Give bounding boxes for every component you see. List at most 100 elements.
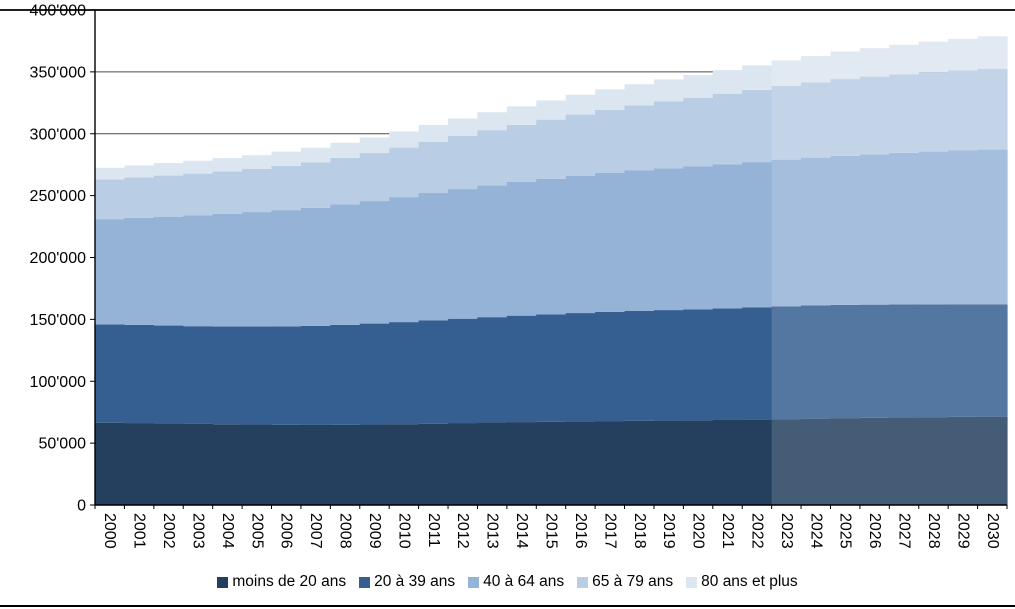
area-segment-moins-de-20-ans: [359, 424, 390, 505]
area-segment-20-a-39-ans: [477, 317, 508, 423]
x-tick-label: 2003: [189, 513, 206, 549]
area-segment-65-a-79-ans: [300, 162, 331, 208]
area-segment-moins-de-20-ans: [95, 422, 126, 505]
x-tick-label: 2007: [307, 513, 324, 549]
area-segment-40-a-64-ans: [830, 155, 861, 305]
area-segment-65-a-79-ans: [477, 130, 508, 186]
y-tick-label: 300'000: [30, 126, 87, 143]
x-tick-label: 2016: [572, 513, 589, 549]
area-segment-80-ans-et-plus: [448, 118, 479, 136]
x-tick-label: 2020: [690, 513, 707, 549]
area-segment-20-a-39-ans: [889, 304, 920, 418]
area-segment-65-a-79-ans: [742, 89, 773, 163]
x-tick-label: 2025: [837, 513, 854, 549]
area-segment-40-a-64-ans: [948, 150, 979, 305]
y-tick-label: 0: [77, 498, 86, 515]
x-tick-label: 2019: [660, 513, 677, 549]
area-segment-40-a-64-ans: [653, 168, 684, 311]
legend-item-moins-de-20-ans: moins de 20 ans: [217, 573, 346, 591]
area-segment-moins-de-20-ans: [242, 424, 273, 505]
area-segment-40-a-64-ans: [330, 204, 361, 325]
area-segment-40-a-64-ans: [242, 212, 273, 327]
area-segment-20-a-39-ans: [948, 304, 979, 417]
area-segment-80-ans-et-plus: [300, 147, 331, 163]
area-segment-80-ans-et-plus: [830, 51, 861, 80]
x-tick-label: 2009: [366, 513, 383, 549]
x-tick-label: 2021: [719, 513, 736, 549]
area-segment-moins-de-20-ans: [918, 417, 949, 505]
area-segment-65-a-79-ans: [712, 93, 743, 165]
area-segment-20-a-39-ans: [683, 309, 714, 421]
area-segment-40-a-64-ans: [712, 164, 743, 309]
area-segment-65-a-79-ans: [830, 79, 861, 156]
area-segment-20-a-39-ans: [95, 324, 126, 423]
y-tick-label: 350'000: [30, 64, 87, 81]
area-segment-65-a-79-ans: [359, 153, 390, 202]
area-segment-moins-de-20-ans: [124, 423, 155, 505]
area-segment-moins-de-20-ans: [565, 421, 596, 505]
area-segment-20-a-39-ans: [506, 315, 537, 423]
area-segment-40-a-64-ans: [271, 210, 302, 327]
area-segment-80-ans-et-plus: [771, 60, 802, 86]
area-segment-20-a-39-ans: [565, 313, 596, 422]
area-segment-moins-de-20-ans: [300, 424, 331, 505]
area-segment-65-a-79-ans: [918, 72, 949, 152]
area-segment-20-a-39-ans: [153, 325, 184, 424]
area-segment-80-ans-et-plus: [683, 74, 714, 98]
area-segment-moins-de-20-ans: [801, 418, 832, 505]
area-segment-80-ans-et-plus: [477, 112, 508, 131]
area-segment-moins-de-20-ans: [506, 422, 537, 505]
area-segment-65-a-79-ans: [506, 124, 537, 183]
area-segment-40-a-64-ans: [624, 170, 655, 311]
area-segment-80-ans-et-plus: [330, 142, 361, 158]
legend-item-80-ans-et-plus: 80 ans et plus: [686, 573, 798, 591]
area-segment-80-ans-et-plus: [565, 94, 596, 115]
area-segment-40-a-64-ans: [889, 152, 920, 305]
area-segment-65-a-79-ans: [330, 157, 361, 205]
area-segment-20-a-39-ans: [918, 304, 949, 418]
area-segment-40-a-64-ans: [477, 185, 508, 318]
population-stacked-area-chart: 0 50'000 100'000 150'000 200'000 250'000 300'0…: [0, 3, 1015, 549]
area-segment-80-ans-et-plus: [359, 137, 390, 154]
area-segment-20-a-39-ans: [389, 322, 420, 425]
area-segment-65-a-79-ans: [153, 175, 184, 217]
x-tick-label: 2011: [425, 513, 442, 548]
x-tick-label: 2005: [248, 513, 265, 549]
area-segment-40-a-64-ans: [183, 215, 214, 327]
area-segment-65-a-79-ans: [418, 141, 449, 194]
area-segment-65-a-79-ans: [242, 168, 273, 213]
x-tick-label: 2006: [278, 513, 295, 549]
area-segment-65-a-79-ans: [948, 70, 979, 151]
area-segment-moins-de-20-ans: [712, 419, 743, 505]
area-segment-40-a-64-ans: [300, 207, 331, 326]
area-segment-20-a-39-ans: [624, 310, 655, 421]
area-segment-40-a-64-ans: [595, 172, 626, 312]
area-segment-moins-de-20-ans: [477, 422, 508, 505]
area-segment-80-ans-et-plus: [183, 160, 214, 174]
y-tick-label: 200'000: [30, 250, 87, 267]
area-segment-80-ans-et-plus: [742, 65, 773, 90]
area-segment-moins-de-20-ans: [418, 423, 449, 505]
area-segment-40-a-64-ans: [212, 213, 243, 327]
area-segment-65-a-79-ans: [653, 101, 684, 169]
y-tick-label: 50'000: [38, 436, 86, 453]
legend-swatch: [686, 576, 698, 588]
area-segment-40-a-64-ans: [153, 216, 184, 326]
area-segment-65-a-79-ans: [448, 135, 479, 190]
area-segment-65-a-79-ans: [977, 68, 1008, 150]
legend-label: 80 ans et plus: [701, 573, 798, 590]
area-segment-20-a-39-ans: [183, 326, 214, 424]
area-segment-80-ans-et-plus: [124, 165, 155, 178]
x-tick-label: 2022: [748, 513, 765, 549]
x-tick-label: 2002: [160, 513, 177, 549]
area-segment-20-a-39-ans: [418, 320, 449, 424]
x-tick-label: 2024: [807, 513, 824, 549]
legend-item-40-a-64-ans: 40 à 64 ans: [468, 573, 564, 591]
area-segment-20-a-39-ans: [653, 310, 684, 421]
area-segment-40-a-64-ans: [95, 219, 126, 325]
legend-label: 20 à 39 ans: [374, 573, 456, 590]
legend: moins de 20 ans 20 à 39 ans 40 à 64 ans 65 …: [0, 562, 1015, 602]
area-segment-80-ans-et-plus: [624, 84, 655, 106]
area-segment-80-ans-et-plus: [889, 44, 920, 75]
legend-swatch: [577, 576, 589, 588]
